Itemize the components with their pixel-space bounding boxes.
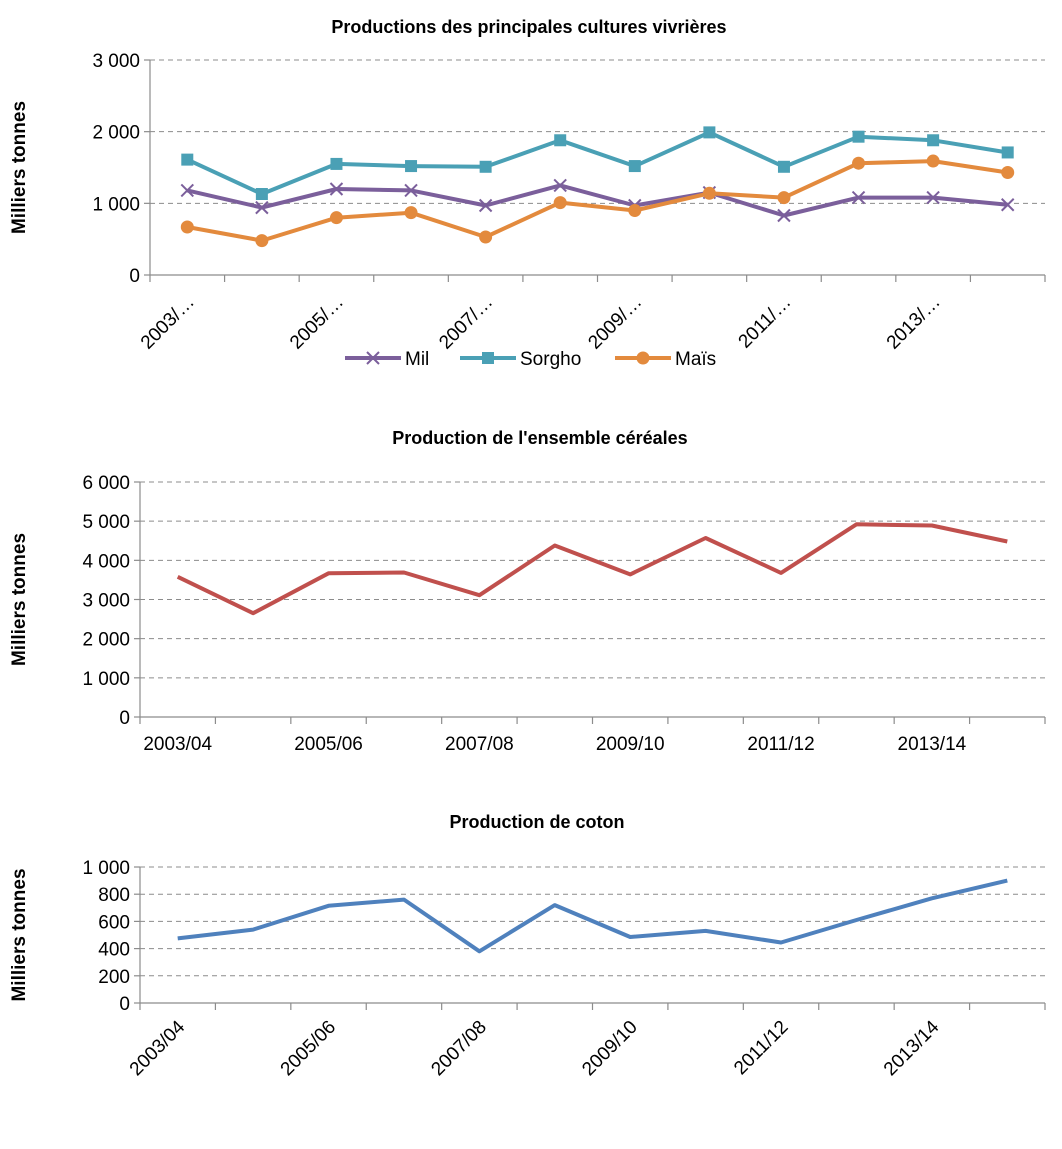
x-tick-label: 2007/… (435, 292, 497, 354)
series-line (176, 522, 1008, 616)
x-tick-label: 2011/… (735, 292, 796, 353)
series-line (177, 878, 1008, 954)
legend-item: Sorgho (460, 349, 581, 370)
data-point-marker (255, 200, 269, 215)
legend-label: Mil (405, 349, 429, 370)
data-point-marker (1001, 198, 1015, 212)
x-tick-label: 2013/14 (880, 1016, 944, 1080)
data-point-marker (702, 186, 716, 200)
data-point-marker (851, 190, 866, 205)
legend-label: Maïs (675, 349, 716, 370)
series-line (176, 522, 1008, 616)
series-line (186, 183, 1008, 218)
data-point-marker (777, 191, 791, 205)
y-tick-label: 400 (98, 940, 130, 961)
y-tick-label: 3 000 (82, 591, 130, 612)
data-point-marker (405, 160, 418, 173)
y-tick-label: 6 000 (82, 473, 130, 494)
legend-item: Mil (345, 349, 429, 370)
data-point-marker (181, 153, 194, 166)
x-tick-label: 2009/10 (578, 1017, 641, 1080)
data-point-marker (553, 196, 567, 210)
y-axis-label: Milliers tonnes (9, 101, 30, 234)
data-point-marker (404, 206, 418, 220)
y-tick-label: 600 (98, 912, 130, 933)
x-tick-label: 2007/08 (445, 734, 514, 755)
data-point-marker (479, 230, 493, 244)
x-tick-label: 2013/… (883, 292, 945, 354)
data-point-marker (628, 160, 641, 173)
data-point-marker (329, 182, 344, 196)
chart-title: Productions des principales cultures viv… (331, 17, 726, 37)
x-tick-label: 2007/08 (427, 1017, 490, 1080)
y-tick-label: 3 000 (92, 51, 140, 72)
chart-cereals-total: Production de l'ensemble céréales Millier… (9, 428, 1046, 755)
y-tick-label: 800 (98, 885, 130, 906)
x-tick-label: 2011/12 (747, 734, 814, 755)
y-tick-label: 1 000 (92, 194, 140, 215)
y-tick-label: 0 (119, 708, 130, 729)
data-point-marker (636, 351, 650, 365)
data-point-marker (553, 178, 567, 193)
data-point-marker (180, 183, 194, 198)
x-tick-label: 2011/12 (730, 1017, 792, 1079)
data-point-marker (329, 211, 343, 225)
data-point-marker (777, 160, 790, 173)
series-line (186, 130, 1009, 196)
series-sorgho (181, 126, 1014, 201)
y-axis-label: Milliers tonnes (9, 533, 30, 666)
x-tick-label: 2005/… (286, 292, 348, 354)
data-point-marker (482, 352, 494, 364)
data-point-marker (703, 126, 716, 139)
legend-label: Sorgho (520, 349, 581, 370)
data-point-marker (852, 156, 866, 170)
x-tick-label: 2003/04 (126, 1016, 190, 1080)
series-maïs (180, 154, 1015, 248)
data-point-marker (926, 154, 940, 168)
y-tick-label: 1 000 (82, 858, 130, 879)
data-point-marker (366, 351, 380, 365)
chart-food-crops: Productions des principales cultures viv… (9, 17, 1046, 370)
y-tick-label: 2 000 (92, 123, 140, 144)
data-point-marker (180, 220, 194, 234)
y-tick-label: 200 (98, 967, 130, 988)
legend: Mil Sorgho Maïs (345, 349, 716, 370)
y-tick-label: 0 (119, 994, 130, 1015)
x-tick-label: 2009/… (584, 292, 646, 354)
x-tick-label: 2009/10 (596, 734, 665, 755)
data-point-marker (1001, 166, 1015, 180)
data-point-marker (926, 190, 940, 205)
data-point-marker (478, 198, 493, 213)
x-tick-label: 2003/04 (143, 734, 212, 755)
x-tick-label: 2013/14 (898, 734, 967, 755)
series-line (186, 159, 1009, 243)
data-point-marker (777, 208, 791, 223)
y-axis-label: Milliers tonnes (9, 868, 30, 1001)
chart-title: Production de l'ensemble céréales (392, 428, 687, 448)
data-point-marker (927, 134, 940, 147)
data-point-marker (255, 188, 268, 201)
x-tick-label: 2005/06 (294, 734, 363, 755)
y-tick-label: 1 000 (82, 669, 130, 690)
data-point-marker (255, 234, 269, 248)
y-tick-label: 5 000 (82, 512, 130, 533)
chart-title: Production de coton (450, 812, 625, 832)
y-tick-label: 4 000 (82, 551, 130, 572)
data-point-marker (1001, 146, 1014, 159)
legend-item: Maïs (615, 349, 716, 370)
x-tick-label: 2005/06 (277, 1017, 340, 1080)
y-tick-label: 2 000 (82, 630, 130, 651)
data-point-marker (479, 160, 492, 173)
data-point-marker (628, 204, 642, 217)
x-tick-label: 2003/… (137, 292, 199, 354)
data-point-marker (404, 183, 418, 198)
data-point-marker (852, 130, 865, 143)
series-line (177, 878, 1008, 954)
y-tick-label: 0 (129, 266, 140, 287)
data-point-marker (330, 157, 343, 170)
data-point-marker (554, 134, 567, 147)
series-mil (180, 178, 1015, 223)
chart-cotton: Production de coton Milliers tonnes 0 200 40… (9, 812, 1046, 1080)
